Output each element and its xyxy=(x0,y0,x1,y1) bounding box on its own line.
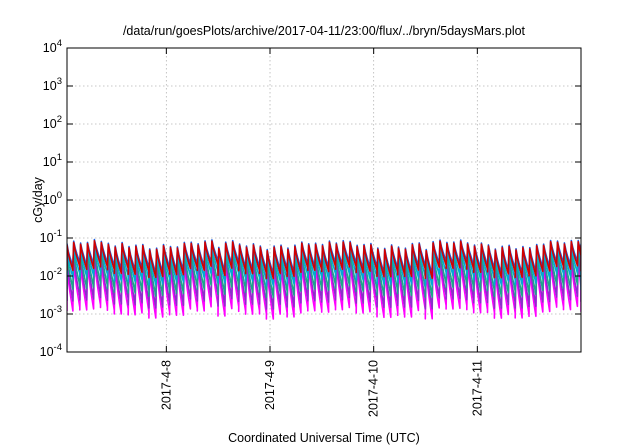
y-tick-label: 103 xyxy=(43,76,62,93)
x-axis-label: Coordinated Universal Time (UTC) xyxy=(228,431,420,445)
y-tick-label: 102 xyxy=(43,114,62,131)
series-group xyxy=(67,238,581,320)
axes: 104 103 102 101 100 10-1 10-2 10-3 10-4 2017-4-8 2… xyxy=(40,38,582,417)
x-tick-label: 2017-4-10 xyxy=(367,360,381,417)
x-tick-label: 2017-4-9 xyxy=(263,360,277,410)
chart-title: /data/run/goesPlots/archive/2017-04-11/2… xyxy=(123,24,526,38)
y-tick-label: 104 xyxy=(43,38,62,55)
plot-frame xyxy=(66,47,582,353)
y-tick-label: 10-4 xyxy=(40,342,62,359)
series-line-1 xyxy=(67,240,581,280)
y-tick-label: 100 xyxy=(43,190,62,207)
x-tick-label: 2017-4-11 xyxy=(470,360,484,416)
y-tick-label: 101 xyxy=(43,152,62,169)
grid xyxy=(67,48,581,352)
y-tick-label: 10-1 xyxy=(40,228,62,245)
y-axis-label: cGy/day xyxy=(31,176,45,223)
x-tick-label: 2017-4-8 xyxy=(159,360,173,410)
y-tick-label: 10-2 xyxy=(40,266,62,283)
y-tick-label: 10-3 xyxy=(40,304,62,321)
